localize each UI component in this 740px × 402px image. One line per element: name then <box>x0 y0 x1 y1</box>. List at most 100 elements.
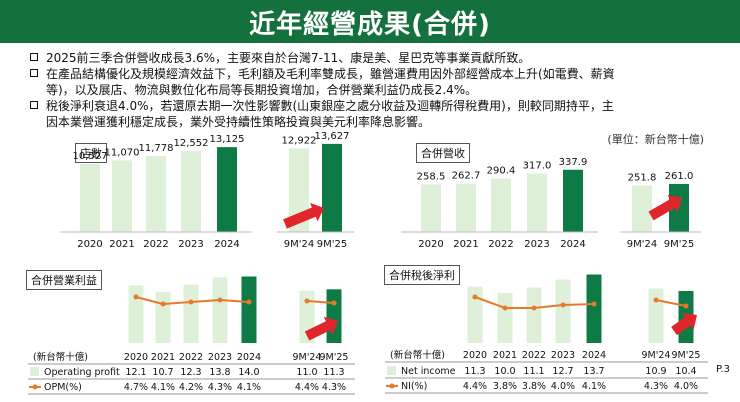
ratio-point <box>531 305 537 311</box>
checkbox-square-icon <box>30 69 38 77</box>
growth-arrow-icon <box>671 313 697 336</box>
x-tick-label: 2021 <box>493 350 517 361</box>
ratio-point <box>304 298 310 304</box>
ratio-point <box>683 303 689 309</box>
data-label: 251.8 <box>628 173 657 184</box>
ratio-point <box>331 300 337 306</box>
x-tick-label: 9M'24 <box>293 352 322 363</box>
table-cell: 11.0 <box>296 367 317 378</box>
table-cell: 4.1% <box>582 381 606 392</box>
table-unit-label: (新台幣十億) <box>390 349 445 361</box>
bullet-text: 稅後淨利衰退4.0%，若還原去期一次性影響數(山東銀座之處分收益及迴轉所得稅費用… <box>46 99 614 113</box>
table-cell: 4.0% <box>674 381 698 392</box>
bar-2021 <box>456 183 476 232</box>
ratio-point <box>653 297 659 303</box>
ratio-line <box>655 299 687 307</box>
bar-9M'24 <box>632 185 652 232</box>
x-tick-label: 2024 <box>214 239 239 250</box>
ratio-line <box>306 300 335 304</box>
unit-note: (單位：新台幣十億) <box>607 133 704 146</box>
data-label: 11,070 <box>105 147 140 158</box>
data-label: 290.4 <box>487 166 516 177</box>
ratio-point <box>560 302 566 308</box>
x-tick-label: 2024 <box>237 352 261 363</box>
data-label: 13,627 <box>315 131 350 142</box>
table-cell: 4.4% <box>463 381 487 392</box>
bar-9M'25 <box>326 289 342 343</box>
x-tick-label: 9M'25 <box>672 350 701 361</box>
bar-9M'25 <box>669 183 689 232</box>
chart-title-stores: 店數 <box>75 143 107 163</box>
x-tick-label: 2022 <box>522 350 546 361</box>
bullet-item: 2025前三季合併營收成長3.6%，主要來自於台灣7-11、康是美、星巴克等事業… <box>30 50 720 66</box>
bar-2022 <box>526 287 542 343</box>
x-tick-label: 2020 <box>124 352 148 363</box>
checkbox-square-icon <box>30 53 38 61</box>
ratio-point <box>472 294 478 300</box>
x-tick-label: 2022 <box>488 239 513 250</box>
growth-arrow-shape <box>671 313 697 336</box>
data-label: 10,527 <box>73 151 108 162</box>
bar-9M'24 <box>648 288 664 343</box>
table-cell: 4.1% <box>151 382 175 393</box>
growth-arrow-icon <box>283 202 324 229</box>
bar-2023 <box>527 173 547 232</box>
x-tick-label: 2020 <box>463 350 487 361</box>
legend-bar-swatch <box>387 366 396 375</box>
table-cell: 4.3% <box>644 381 668 392</box>
growth-arrow-shape <box>283 202 324 229</box>
table-cell: 13.8 <box>209 367 230 378</box>
table-cell: 10.0 <box>494 366 515 377</box>
x-tick-label: 9M'24 <box>642 350 671 361</box>
bar-2022 <box>183 284 199 343</box>
table-cell: 3.8% <box>493 381 517 392</box>
table-cell: 12.7 <box>552 366 573 377</box>
growth-arrow-shape <box>304 316 338 341</box>
bar-2023 <box>212 277 228 343</box>
bar-2024 <box>563 169 583 232</box>
title-bar: 近年經營成果(合併) <box>0 0 740 43</box>
table-cell: 11.3 <box>464 366 485 377</box>
table-cell: 14.0 <box>238 367 259 378</box>
data-label: 11,778 <box>139 143 174 154</box>
x-tick-label: 9M'25 <box>320 352 349 363</box>
bar-2022 <box>146 155 166 232</box>
x-tick-label: 2023 <box>551 350 575 361</box>
bar-2023 <box>181 150 201 232</box>
x-tick-label: 2024 <box>560 239 585 250</box>
ratio-point <box>591 301 597 307</box>
bullet-item: 在產品結構優化及規模經濟效益下，毛利額及毛利率雙成長，雖營運費用因外部經營成本上… <box>30 66 720 98</box>
legend-label: Operating profit <box>44 367 120 378</box>
table-cell: 11.1 <box>523 366 544 377</box>
bar-2020 <box>467 286 483 343</box>
ratio-point <box>246 299 252 305</box>
legend-line-point <box>389 383 395 389</box>
bar-9M'25 <box>322 143 342 232</box>
growth-arrow-icon <box>648 194 682 221</box>
x-tick-label: 2023 <box>178 239 203 250</box>
table-cell: 11.3 <box>323 367 344 378</box>
legend-bar-swatch <box>30 367 39 376</box>
checkbox-square-icon <box>30 101 38 109</box>
bullet-text: 在產品結構優化及規模經濟效益下，毛利額及毛利率雙成長，雖營運費用因外部經營成本上… <box>46 67 615 81</box>
table-unit-label: (新台幣十億) <box>33 351 88 363</box>
data-label: 258.5 <box>417 171 446 182</box>
x-tick-label: 2021 <box>453 239 478 250</box>
bar-2024 <box>586 274 602 343</box>
table-cell: 12.3 <box>180 367 201 378</box>
growth-arrow-shape <box>648 194 682 221</box>
data-label: 261.0 <box>665 171 694 182</box>
x-tick-label: 2024 <box>582 350 606 361</box>
x-tick-label: 2023 <box>208 352 232 363</box>
table-cell: 4.1% <box>237 382 261 393</box>
bar-2021 <box>155 292 171 343</box>
x-tick-label: 2023 <box>524 239 549 250</box>
bar-2022 <box>491 178 511 232</box>
chart-title-net-income: 合併稅後淨利 <box>384 265 460 285</box>
data-label: 12,552 <box>174 138 209 149</box>
legend-label: OPM(%) <box>44 382 82 393</box>
bar-2024 <box>217 147 237 232</box>
table-cell: 13.7 <box>583 366 604 377</box>
ratio-point <box>160 301 166 307</box>
